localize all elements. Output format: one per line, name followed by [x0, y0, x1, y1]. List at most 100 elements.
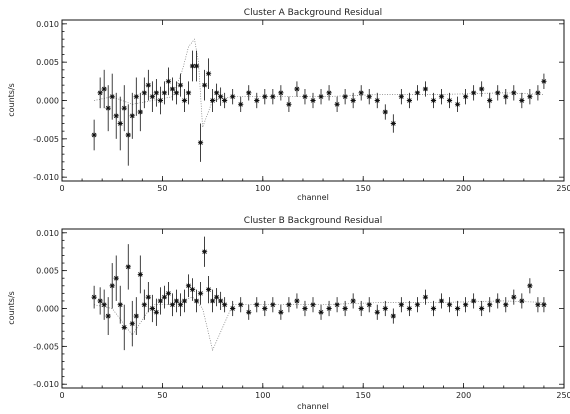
data-point [479, 86, 485, 92]
data-point [105, 313, 111, 319]
data-point [374, 309, 380, 315]
data-point [390, 313, 396, 319]
panel-cluster-b: Cluster B Background Residual 0 50 100 150 2… [7, 216, 570, 411]
data-point [527, 94, 533, 100]
data-point [471, 90, 477, 96]
data-point [350, 298, 356, 304]
data-point [310, 97, 316, 104]
data-point [326, 305, 332, 312]
data-point [193, 298, 200, 304]
data-point [318, 94, 324, 100]
data-point [238, 101, 244, 107]
x-tick-label: 50 [157, 184, 167, 193]
data-point [238, 302, 244, 308]
data-point [254, 302, 260, 308]
data-point [422, 294, 429, 300]
data-point [153, 309, 159, 315]
data-point [294, 86, 300, 92]
data-point [519, 298, 525, 304]
model-curve [94, 38, 544, 128]
y-tick-label: -0.010 [33, 173, 59, 182]
data-point [177, 82, 184, 88]
y-tick-label: -0.005 [33, 342, 59, 351]
data-point [471, 298, 477, 304]
data-point [541, 78, 547, 84]
data-point [286, 302, 292, 308]
data-point [294, 298, 300, 304]
data-point [262, 94, 268, 100]
data-point [201, 249, 208, 255]
data-point [141, 302, 147, 308]
data-point [169, 86, 176, 92]
x-tick-label: 100 [255, 391, 270, 400]
data-point [101, 302, 107, 308]
data-point [422, 86, 429, 92]
data-point [535, 302, 541, 308]
data-point [145, 82, 151, 88]
data-point [117, 120, 123, 127]
data-point [390, 120, 396, 127]
data-point [169, 302, 176, 308]
data-point [218, 94, 224, 100]
data-point [133, 313, 139, 319]
data-point [109, 94, 115, 100]
data-point [535, 90, 541, 96]
x-tick-label: 150 [356, 391, 371, 400]
data-point [246, 90, 252, 96]
data-point [326, 90, 332, 96]
data-point [519, 97, 525, 104]
data-point [137, 109, 143, 115]
data-point [262, 305, 268, 312]
y-tick-label: 0.000 [36, 305, 59, 314]
data-point [91, 132, 97, 138]
y-tick-label: -0.010 [33, 380, 59, 389]
data-point [454, 101, 461, 107]
data-point [438, 94, 445, 100]
model-curve [94, 296, 544, 352]
data-point [438, 298, 445, 304]
data-point [113, 113, 119, 119]
data-point [278, 90, 284, 96]
y-tick-label: 0.005 [36, 267, 59, 276]
data-point [342, 94, 348, 100]
data-point [463, 302, 469, 308]
data-point [446, 302, 453, 308]
data-point [121, 324, 127, 331]
data-point [97, 298, 103, 304]
data-point [145, 294, 151, 300]
data-point [133, 94, 139, 100]
data-point [137, 271, 143, 278]
data-point [197, 140, 204, 146]
data-point [382, 305, 388, 312]
axis-ticks: 0 50 100 150 200 250 0.010 0.005 0.000 -0.005 -0.0… [33, 20, 570, 193]
x-tick-label: 200 [456, 184, 471, 193]
data-point [366, 94, 372, 100]
data-point [185, 283, 192, 289]
data-point [185, 90, 192, 96]
axis-ticks: 0 50 100 150 200 250 0.010 0.005 0.000 -0.005 -0.0… [33, 229, 570, 400]
data-point [129, 321, 135, 327]
data-point [382, 109, 388, 115]
y-tick-label: 0.010 [36, 229, 59, 238]
data-point [446, 97, 453, 104]
x-tick-label: 0 [59, 184, 64, 193]
y-tick-label: 0.010 [36, 20, 59, 29]
data-point [165, 78, 172, 84]
data-point [210, 298, 216, 304]
x-tick-label: 50 [157, 391, 167, 400]
data-point [101, 86, 107, 92]
data-point [230, 305, 236, 312]
data-point [278, 309, 284, 315]
data-point [177, 302, 184, 308]
y-tick-label: 0.000 [36, 97, 59, 106]
data-point [495, 298, 501, 304]
data-point [463, 94, 469, 100]
data-point [222, 302, 228, 308]
data-point [414, 302, 421, 308]
x-tick-label: 250 [556, 184, 570, 193]
model-line [94, 38, 544, 128]
data-point [189, 63, 196, 69]
data-point [430, 97, 437, 104]
y-axis-title: counts/s [7, 291, 16, 325]
